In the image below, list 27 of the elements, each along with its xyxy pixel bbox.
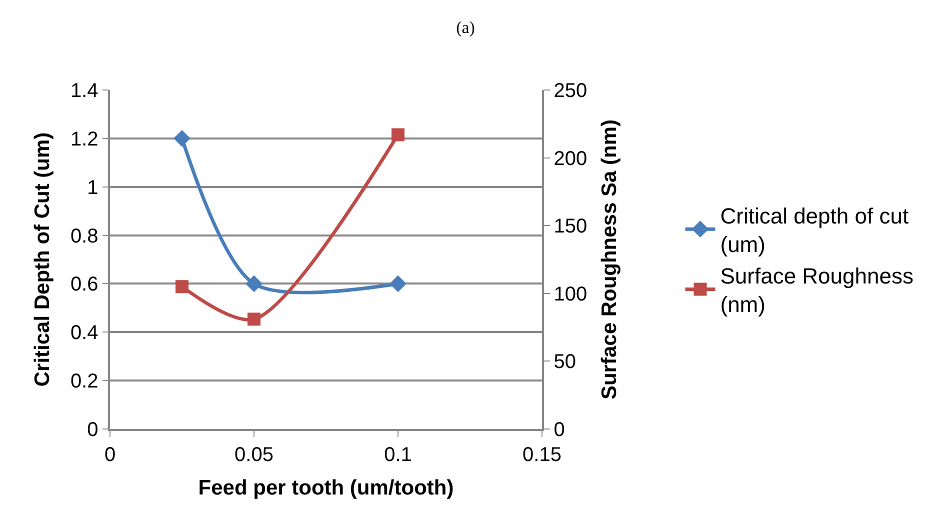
y-tick-label: 0 xyxy=(87,419,98,441)
y2-tick-label: 0 xyxy=(554,419,565,441)
point xyxy=(392,128,404,142)
y-tick-label: 0.4 xyxy=(70,322,98,344)
x-tick-label: 0.1 xyxy=(384,444,412,466)
y2-tick-label: 100 xyxy=(554,283,588,306)
y-tick-label: 0.6 xyxy=(70,274,98,296)
y2-axis-title: Surface Roughness Sa (nm) xyxy=(598,119,621,400)
point xyxy=(176,280,188,294)
x-tick-label: 0.15 xyxy=(522,444,562,466)
x-tick-label: 0.05 xyxy=(234,444,274,466)
y-tick-label: 0.2 xyxy=(70,370,98,393)
y-tick-label: 1 xyxy=(87,176,98,199)
y2-tick-label: 250 xyxy=(554,80,588,102)
legend-label: Surface Roughness (nm) xyxy=(720,264,914,318)
y2-tick-label: 200 xyxy=(554,148,588,170)
y2-tick-label: 50 xyxy=(554,351,576,374)
y-tick-label: 1.4 xyxy=(70,80,98,102)
x-tick-label: 0 xyxy=(104,444,116,466)
point xyxy=(248,312,260,326)
y-axis-title: Critical Depth of Cut (um) xyxy=(31,132,54,387)
chart-title: (a) xyxy=(456,18,475,37)
y-tick-label: 0.8 xyxy=(70,225,98,248)
y-tick-label: 1.2 xyxy=(70,128,98,150)
legend-label: Critical depth of cut (um) xyxy=(720,203,909,257)
x-axis-title: Feed per tooth (um/tooth) xyxy=(198,476,454,500)
y2-tick-label: 150 xyxy=(554,216,588,238)
